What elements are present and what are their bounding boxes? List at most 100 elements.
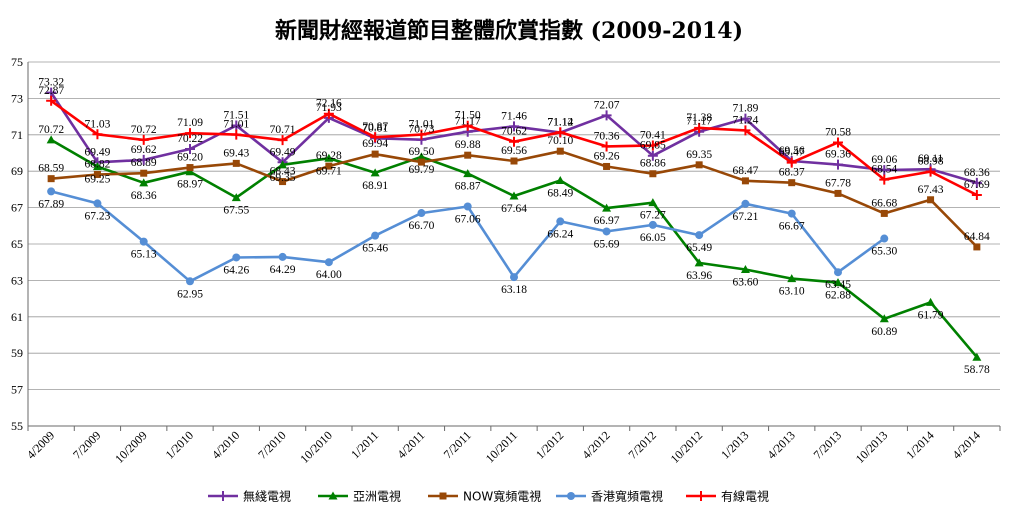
data-label: 68.91 [362,180,388,192]
data-point [880,234,889,243]
y-tick-label: 71 [11,128,23,142]
x-tick-label: 4/2014 [950,428,983,461]
data-label: 69.49 [84,146,110,158]
data-label: 67.27 [640,210,666,222]
data-point [324,258,333,267]
data-label: 71.01 [223,119,249,131]
data-point [694,258,704,267]
data-point [879,165,890,176]
data-label: 69.49 [270,146,296,158]
data-point [93,170,101,178]
data-point [93,199,102,208]
series-1 [46,135,982,361]
data-point [232,159,240,167]
data-label: 68.49 [547,187,573,199]
data-label: 64.00 [316,269,342,281]
data-label: 70.22 [177,133,203,145]
legend-marker [439,492,447,500]
data-label: 68.54 [871,164,897,176]
data-label: 68.87 [455,181,481,193]
x-tick-label: 10/2010 [297,428,335,466]
y-tick-label: 69 [11,164,23,178]
data-label: 70.72 [131,124,157,136]
data-label: 69.35 [270,172,296,184]
data-point [555,175,565,184]
data-point [463,169,473,178]
legend-label: 亞洲電視 [353,489,401,504]
data-point [834,189,842,197]
data-point [416,129,427,140]
data-label: 68.86 [640,158,666,170]
data-label: 69.20 [177,152,203,164]
data-label: 70.71 [270,124,296,136]
x-tick-label: 1/2012 [533,428,566,461]
y-tick-label: 73 [11,91,23,105]
data-point [509,136,519,147]
data-label: 69.50 [408,146,434,158]
data-point [185,143,195,154]
data-label: 71.01 [408,119,434,131]
data-point [602,203,612,212]
data-point [695,231,704,240]
y-tick-label: 65 [11,237,23,251]
data-point [139,237,148,246]
series-3 [47,187,889,286]
x-tick-label: 4/2013 [764,428,797,461]
data-label: 68.98 [918,156,944,168]
data-point [787,274,797,283]
data-label: 63.18 [501,284,527,296]
data-label: 70.81 [362,122,388,134]
data-point [277,135,288,146]
data-point [695,161,703,169]
legend-label: NOW寬頻電視 [463,489,541,504]
x-tick-label: 4/2011 [394,428,427,461]
data-label: 72.16 [316,98,342,110]
data-point [647,140,658,151]
data-label: 71.93 [316,102,342,114]
data-point [972,352,982,361]
x-tick-label: 10/2009 [112,428,150,466]
data-label: 66.68 [871,197,897,209]
data-point [740,125,751,136]
y-tick-label: 57 [11,383,23,397]
data-point [186,277,194,286]
data-label: 67.78 [825,177,851,189]
series-4 [46,95,982,201]
chart-title: 新聞財經報道節目整體欣賞指數 (2009-2014) [275,18,743,44]
data-point [323,108,334,119]
legend-item-2: NOW寬頻電視 [428,489,541,504]
data-label: 68.36 [131,190,157,202]
data-label: 67.89 [38,198,64,210]
y-tick-label: 75 [11,55,23,69]
data-point [555,127,566,138]
data-point [556,147,564,155]
data-point [834,268,842,277]
data-label: 64.29 [270,264,296,276]
data-label: 73.32 [38,77,64,89]
data-label: 67.23 [84,210,110,222]
data-point [648,198,658,207]
data-point [138,154,149,165]
data-point [649,170,657,178]
data-label: 65.30 [871,246,897,258]
data-point [463,202,472,211]
y-tick-label: 63 [11,273,23,287]
data-label: 71.50 [455,110,481,122]
data-point [185,167,195,176]
data-point [556,217,565,226]
data-label: 70.10 [547,135,573,147]
data-point [462,120,473,131]
y-tick-label: 67 [11,201,23,215]
data-label: 60.89 [871,326,897,338]
data-label: 71.14 [547,116,573,128]
data-label: 66.67 [779,221,805,233]
data-label: 68.37 [779,167,805,179]
data-label: 71.51 [223,110,249,122]
data-label: 68.36 [964,167,990,179]
data-point [417,209,426,218]
data-label: 69.26 [594,150,620,162]
data-label: 69.36 [825,149,851,161]
data-point [139,178,149,187]
data-label: 70.87 [362,121,388,133]
